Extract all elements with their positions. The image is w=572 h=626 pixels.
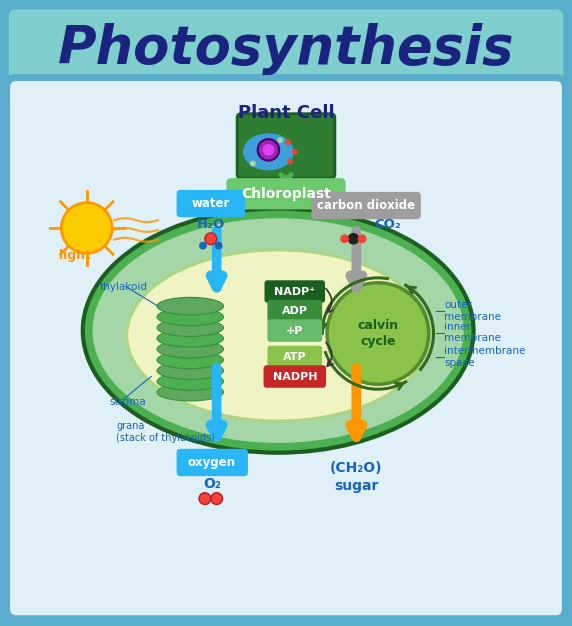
FancyBboxPatch shape [264,280,325,303]
Ellipse shape [157,308,224,326]
Text: ATP: ATP [283,352,307,362]
Text: water: water [192,197,230,210]
Text: oxygen: oxygen [188,456,236,469]
FancyBboxPatch shape [311,192,421,219]
Circle shape [327,283,428,384]
Text: thylakoid: thylakoid [100,282,148,292]
Text: ADP: ADP [282,306,308,316]
Text: Photosynthesis: Photosynthesis [58,23,514,75]
Ellipse shape [93,218,464,443]
FancyBboxPatch shape [185,297,195,396]
FancyBboxPatch shape [268,319,322,342]
Circle shape [287,158,293,165]
Text: +P: +P [286,326,304,336]
Text: Chloroplast: Chloroplast [241,187,331,201]
FancyBboxPatch shape [177,449,248,476]
Ellipse shape [157,319,224,336]
Ellipse shape [127,250,430,421]
Circle shape [210,493,223,505]
Circle shape [358,234,367,243]
Circle shape [277,137,283,143]
Text: NADPH: NADPH [272,371,317,381]
Circle shape [340,234,349,243]
Ellipse shape [83,208,474,453]
Text: intermembrane
space: intermembrane space [444,346,526,367]
Text: inner
membrane: inner membrane [444,322,501,343]
Text: O₂: O₂ [203,477,221,491]
FancyBboxPatch shape [7,8,565,93]
Text: CO₂: CO₂ [374,218,401,230]
Text: NADP⁺: NADP⁺ [274,287,315,297]
Text: carbon dioxide: carbon dioxide [317,199,415,212]
Ellipse shape [157,330,224,347]
Circle shape [199,493,210,505]
Circle shape [205,233,217,245]
Circle shape [263,144,275,156]
Text: light: light [59,249,91,262]
Ellipse shape [157,341,224,358]
Circle shape [348,233,359,245]
Ellipse shape [157,351,224,369]
Text: H₂O: H₂O [197,218,225,230]
FancyBboxPatch shape [7,78,565,618]
FancyBboxPatch shape [268,300,322,322]
FancyBboxPatch shape [268,346,322,368]
Text: stroma: stroma [109,397,146,407]
Ellipse shape [157,383,224,401]
Ellipse shape [243,133,294,170]
Text: calvin
cycle: calvin cycle [358,319,398,348]
Ellipse shape [157,372,224,390]
Text: grana
(stack of thylakoids): grana (stack of thylakoids) [116,421,215,443]
FancyBboxPatch shape [264,365,326,387]
Circle shape [292,149,297,155]
FancyBboxPatch shape [227,178,345,210]
Text: Plant Cell: Plant Cell [238,104,334,121]
Circle shape [214,242,223,250]
Circle shape [199,242,207,250]
Ellipse shape [157,297,224,315]
Ellipse shape [157,362,224,379]
Text: (CH₂O)
sugar: (CH₂O) sugar [330,461,383,493]
Text: outer
membrane: outer membrane [444,300,501,322]
FancyBboxPatch shape [237,114,335,178]
FancyBboxPatch shape [177,190,245,217]
Circle shape [285,139,291,145]
Circle shape [61,203,112,254]
Circle shape [250,161,256,167]
Circle shape [257,139,279,161]
